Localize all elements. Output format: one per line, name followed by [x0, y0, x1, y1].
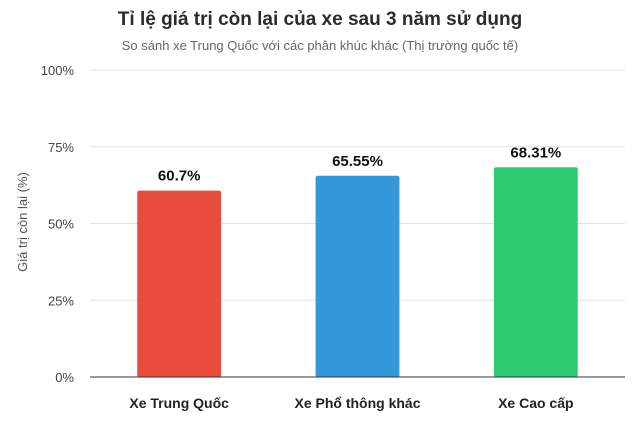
- y-axis-ticks: 0% 25% 50% 75% 100%: [41, 63, 75, 385]
- y-tick-label: 25%: [48, 293, 74, 308]
- x-tick-label: Xe Trung Quốc: [129, 395, 229, 411]
- bars: [137, 167, 578, 377]
- data-labels: 60.7% 65.55% 68.31%: [158, 144, 561, 184]
- y-tick-label: 75%: [48, 140, 74, 155]
- y-tick-label: 50%: [48, 217, 74, 232]
- bar: [493, 167, 578, 377]
- y-tick-label: 100%: [41, 63, 75, 78]
- bar: [137, 190, 222, 377]
- y-tick-label: 0%: [55, 370, 74, 385]
- x-axis-ticks: Xe Trung Quốc Xe Phổ thông khác Xe Cao cấp: [129, 395, 573, 411]
- data-label: 65.55%: [332, 153, 383, 170]
- data-label: 68.31%: [510, 144, 561, 161]
- chart-title: Tỉ lệ giá trị còn lại của xe sau 3 năm s…: [118, 9, 522, 30]
- x-tick-label: Xe Phổ thông khác: [294, 395, 420, 411]
- chart-subtitle: So sánh xe Trung Quốc với các phân khúc …: [122, 38, 518, 53]
- x-tick-label: Xe Cao cấp: [498, 395, 573, 411]
- y-axis-label: Giá trị còn lại (%): [15, 172, 30, 272]
- bar: [315, 175, 400, 377]
- data-label: 60.7%: [158, 168, 201, 185]
